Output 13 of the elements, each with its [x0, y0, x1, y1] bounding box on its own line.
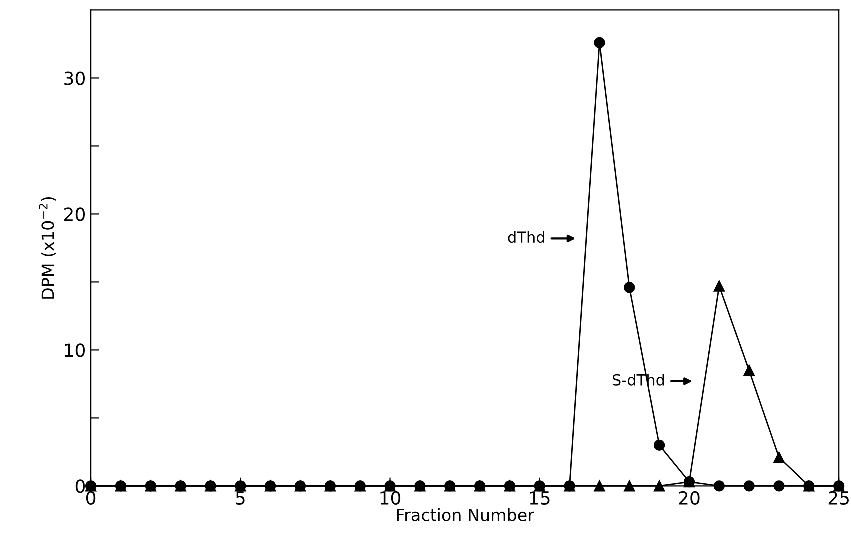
x-axis-title: Fraction Number — [397, 508, 534, 522]
x-tick-label: 0 — [86, 491, 96, 506]
y-tick-label: 30 — [64, 72, 85, 86]
y-axis-title: DPM (x10$^{−2}$) — [39, 197, 56, 299]
y-tick-label: 20 — [64, 208, 85, 222]
x-tick-label: 10 — [380, 491, 401, 506]
x-tick-label: 5 — [236, 492, 245, 506]
x-tick-label: 25 — [828, 491, 849, 506]
y-tick-label: 10 — [65, 344, 85, 358]
x-tick-label: 15 — [530, 492, 550, 506]
x-tick-label: 20 — [679, 491, 700, 506]
y-tick-label: 0 — [76, 480, 85, 494]
annotation: dThd — [508, 231, 544, 244]
